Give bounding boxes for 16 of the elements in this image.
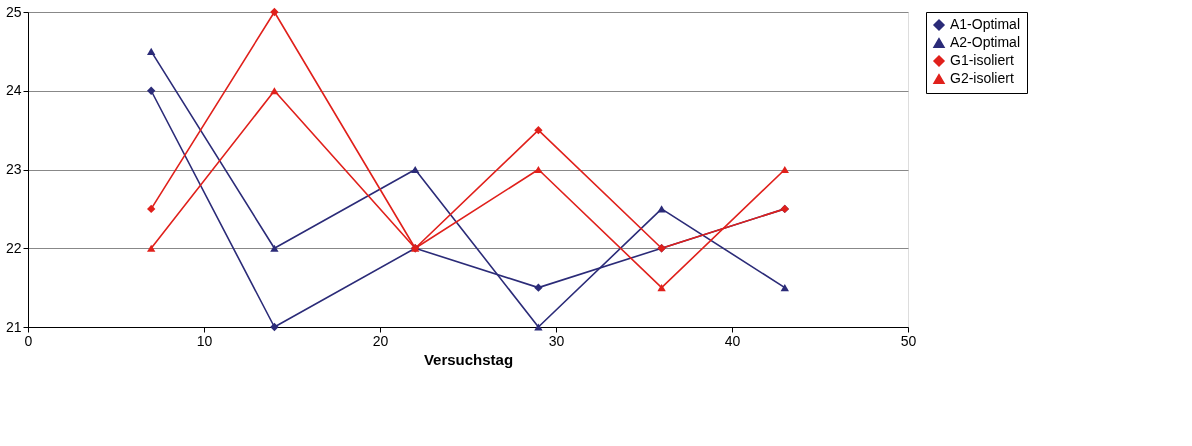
x-tick-label: 50 (900, 332, 917, 349)
legend-label: G2-isoliert (950, 70, 1014, 86)
x-tick-label: 10 (196, 332, 213, 349)
y-tick-label: 23 (5, 161, 22, 177)
x-tick-label: 30 (548, 332, 565, 349)
legend-label: A1-Optimal (950, 16, 1021, 32)
x-tick-label: 40 (724, 332, 741, 349)
x-tick-label: 20 (372, 332, 389, 349)
x-tick-label: 0 (24, 332, 33, 349)
legend-label: G1-isoliert (950, 52, 1014, 68)
x-axis-title: Versuchstag (423, 350, 514, 368)
y-tick-label: 25 (5, 3, 22, 20)
y-tick-label: 24 (5, 82, 22, 99)
y-tick-label: 22 (5, 239, 22, 256)
y-tick-label: 21 (5, 318, 22, 335)
legend-label: A2-Optimal (950, 34, 1021, 50)
